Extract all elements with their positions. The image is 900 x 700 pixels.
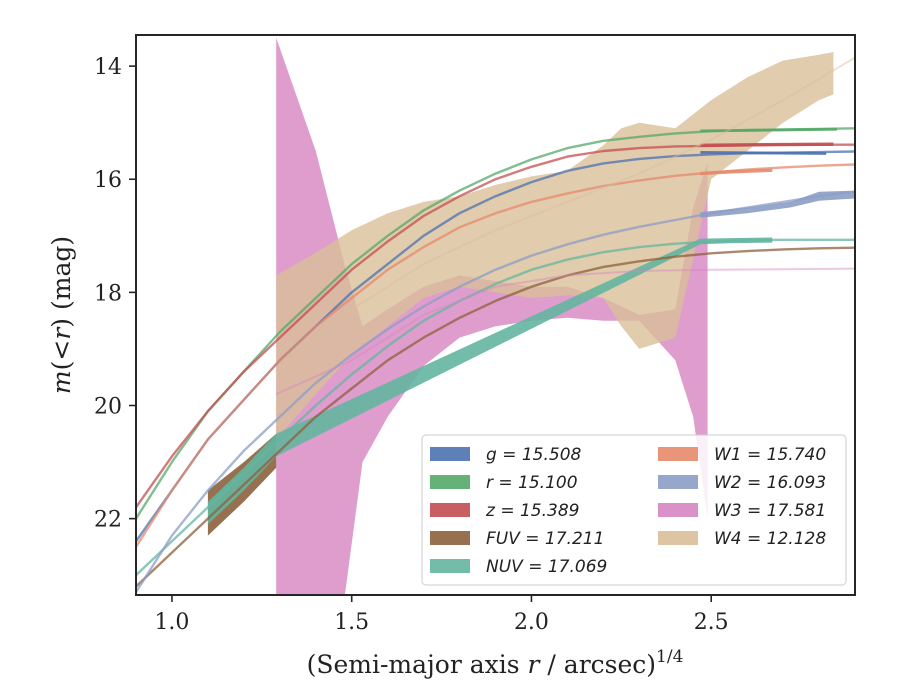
legend-frame <box>421 434 847 586</box>
legend-entry-r: r = 15.100 <box>430 473 578 493</box>
curve-w4 <box>275 56 855 373</box>
legend-entry-w2: W2 = 16.093 <box>658 473 826 493</box>
x-tick-label: 2.0 <box>514 610 549 635</box>
legend-entry-nuv: NUV = 17.069 <box>430 557 607 577</box>
legend-label: r = 15.100 <box>486 473 578 493</box>
plot-frame <box>135 34 856 596</box>
legend-swatch <box>658 531 698 545</box>
legend-entry-w1: W1 = 15.740 <box>658 445 826 465</box>
legend-label: W2 = 16.093 <box>714 473 826 493</box>
y-axis-label: m(<r) (mag) <box>47 236 76 394</box>
legend-swatch <box>430 503 470 517</box>
legend-swatch <box>658 447 698 461</box>
y-tick-label: 18 <box>94 281 122 306</box>
band-w3 <box>276 37 708 595</box>
legend-swatch <box>430 475 470 489</box>
x-tick-label: 1.0 <box>154 610 189 635</box>
legend-entry-z: z = 15.389 <box>430 501 579 521</box>
curve-r <box>136 127 855 520</box>
curve-w1 <box>136 163 855 548</box>
x-axis-label: (Semi-major axis r / arcsec)1/4 <box>307 647 684 679</box>
series-curves <box>136 56 855 593</box>
legend-swatch <box>658 503 698 517</box>
y-ticks: 14 16 18 20 22 <box>94 55 136 533</box>
legend-label: FUV = 17.211 <box>486 529 604 549</box>
legend-swatch <box>430 559 470 573</box>
x-tick-label: 1.5 <box>334 610 369 635</box>
legend-label: g = 15.508 <box>486 445 582 465</box>
legend-swatch <box>658 475 698 489</box>
legend-entry-w4: W4 = 12.128 <box>658 529 826 549</box>
legend-entry-fuv: FUV = 17.211 <box>430 529 604 549</box>
y-tick-label: 22 <box>94 508 122 533</box>
curve-z <box>136 143 855 508</box>
legend: g = 15.508 r = 15.100 z = 15.389 FUV = 17.2… <box>421 434 847 586</box>
legend-label: z = 15.389 <box>485 501 579 521</box>
curve-w3 <box>275 267 855 396</box>
legend-label: W1 = 15.740 <box>714 445 826 465</box>
legend-entry-g: g = 15.508 <box>430 445 582 465</box>
legend-swatch <box>430 447 470 461</box>
y-tick-label: 20 <box>94 395 122 420</box>
curve-w2 <box>136 190 855 593</box>
legend-label: W3 = 17.581 <box>714 501 826 521</box>
legend-label: W4 = 12.128 <box>714 529 826 549</box>
band-w4 <box>276 52 834 440</box>
y-tick-label: 14 <box>94 55 122 80</box>
legend-label: NUV = 17.069 <box>486 557 607 577</box>
legend-swatch <box>430 531 470 545</box>
legend-entry-w3: W3 = 17.581 <box>658 501 826 521</box>
curve-fuv <box>136 246 855 588</box>
x-ticks: 1.0 1.5 2.0 2.5 <box>154 595 729 635</box>
x-tick-label: 2.5 <box>694 610 729 635</box>
curve-nuv <box>136 238 855 577</box>
y-tick-label: 16 <box>94 168 122 193</box>
